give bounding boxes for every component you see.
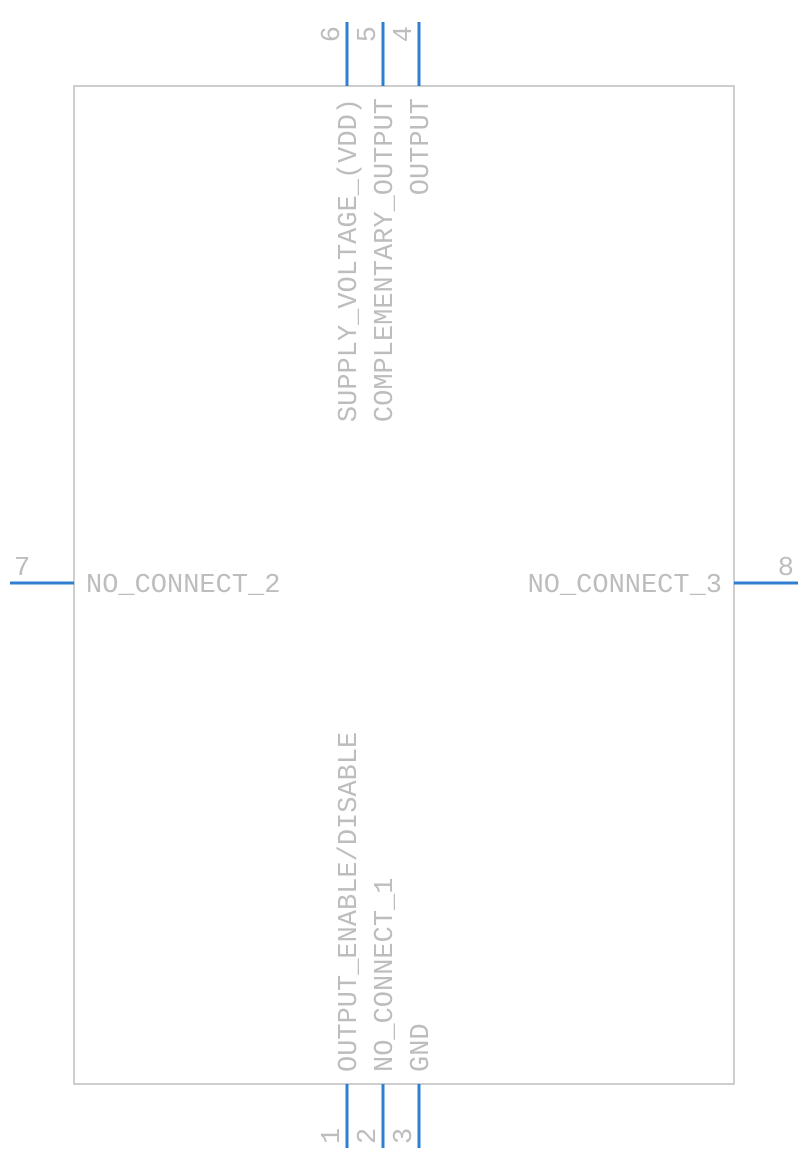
- pin-label-6: SUPPLY_VOLTAGE_(VDD): [335, 98, 365, 422]
- pin-number-2: 2: [354, 1128, 384, 1144]
- pin-label-7: NO_CONNECT_2: [86, 571, 280, 601]
- pin-label-2: NO_CONNECT_1: [371, 878, 401, 1072]
- pin-label-1: OUTPUT_ENABLE/DISABLE: [335, 732, 365, 1072]
- pin-label-4: OUTPUT: [407, 98, 437, 195]
- pin-label-8: NO_CONNECT_3: [528, 571, 722, 601]
- pin-number-3: 3: [390, 1128, 420, 1144]
- pin-number-8: 8: [778, 554, 794, 584]
- pin-number-5: 5: [354, 26, 384, 42]
- pin-number-4: 4: [390, 26, 420, 42]
- pin-number-1: 1: [318, 1128, 348, 1144]
- pin-label-5: COMPLEMENTARY_OUTPUT: [371, 98, 401, 422]
- pin-number-7: 7: [14, 554, 30, 584]
- pin-label-3: GND: [407, 1023, 437, 1072]
- pin-number-6: 6: [318, 26, 348, 42]
